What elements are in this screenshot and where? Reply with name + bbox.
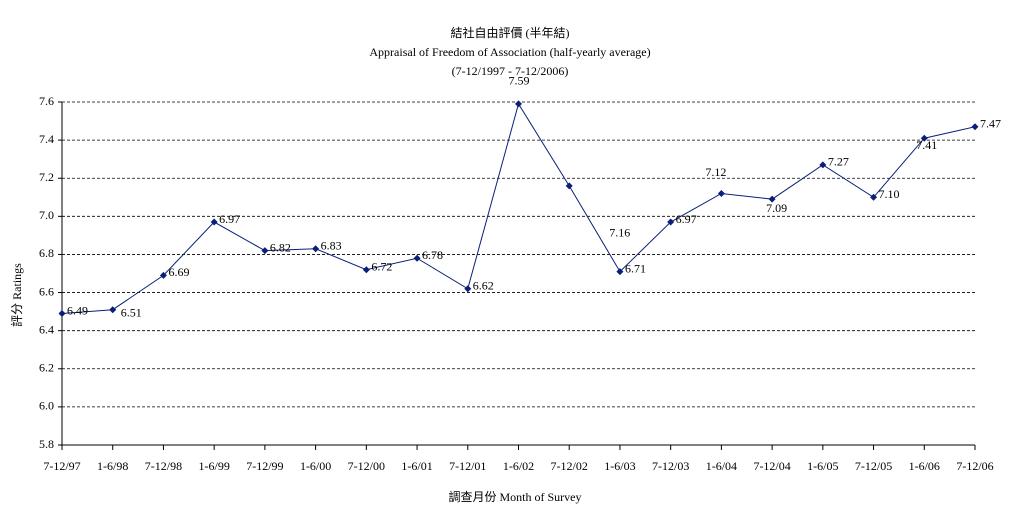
x-tick-label: 1-6/06 (909, 459, 940, 473)
data-point (464, 285, 472, 293)
x-axis-label: 調查月份 Month of Survey (449, 490, 582, 504)
data-label: 6.82 (270, 240, 291, 254)
data-point (109, 306, 117, 314)
data-point (413, 254, 421, 262)
data-point (717, 189, 725, 197)
data-label: 6.97 (676, 212, 697, 226)
x-tick-label: 1-6/00 (300, 459, 331, 473)
data-point (312, 245, 320, 253)
data-point (667, 218, 675, 226)
x-tick-label: 1-6/03 (604, 459, 635, 473)
chart-subtitle: Appraisal of Freedom of Association (hal… (369, 45, 650, 59)
data-label: 7.16 (609, 226, 630, 240)
data-point (920, 134, 928, 142)
data-point (362, 266, 370, 274)
y-tick-label: 7.6 (39, 94, 54, 108)
x-tick-label: 7-12/06 (956, 459, 993, 473)
y-tick-label: 7.0 (39, 208, 54, 222)
y-tick-label: 6.6 (39, 284, 54, 298)
y-tick-label: 6.0 (39, 399, 54, 413)
data-point (819, 161, 827, 169)
x-tick-label: 7-12/05 (855, 459, 892, 473)
line-series (61, 102, 976, 315)
x-tick-label: 7-12/04 (753, 459, 790, 473)
data-label: 6.72 (371, 259, 392, 273)
x-tick-label: 7-12/97 (43, 459, 80, 473)
y-tick-label: 7.2 (39, 170, 54, 184)
data-label: 7.10 (879, 187, 900, 201)
data-label: 6.97 (219, 212, 240, 226)
x-tick-label: 7-12/03 (652, 459, 689, 473)
data-point (768, 195, 776, 203)
x-tick-label: 7-12/99 (246, 459, 283, 473)
y-tick-label: 7.4 (39, 132, 54, 146)
data-point (210, 218, 218, 226)
y-tick-label: 5.8 (39, 437, 54, 451)
data-point (261, 247, 269, 255)
data-label: 7.12 (705, 165, 726, 179)
data-label: 6.83 (321, 238, 342, 252)
data-label: 6.51 (121, 305, 142, 319)
x-tick-label: 1-6/05 (807, 459, 838, 473)
x-tick-label: 7-12/02 (551, 459, 588, 473)
y-tick-label: 6.2 (39, 361, 54, 375)
data-label: 7.09 (766, 201, 787, 215)
y-tick-label: 6.8 (39, 246, 54, 260)
data-label: 6.69 (168, 265, 189, 279)
chart-period: (7-12/1997 - 7-12/2006) (452, 64, 569, 78)
data-label: 7.59 (509, 74, 530, 88)
data-point (870, 193, 878, 201)
data-point (565, 182, 573, 190)
chart-title: 結社自由評價 (半年結) (451, 25, 570, 40)
y-tick-label: 6.4 (39, 322, 54, 336)
data-point (515, 100, 522, 108)
x-tick-label: 1-6/01 (401, 459, 432, 473)
data-label: 7.27 (828, 155, 849, 169)
x-tick-label: 1-6/99 (198, 459, 229, 473)
data-point (58, 310, 66, 318)
x-tick-label: 7-12/01 (449, 459, 486, 473)
data-label: 7.47 (980, 117, 1001, 131)
data-point (159, 271, 167, 279)
y-axis-label: 評分 Ratings (9, 263, 24, 327)
data-label: 6.62 (473, 278, 494, 292)
x-tick-label: 1-6/02 (503, 459, 534, 473)
data-point (616, 268, 624, 276)
data-label: 6.49 (67, 303, 88, 317)
data-label: 6.78 (422, 248, 443, 262)
data-label: 6.71 (625, 261, 646, 275)
data-point (971, 123, 979, 131)
data-label: 7.41 (916, 138, 937, 152)
x-tick-label: 1-6/98 (97, 459, 128, 473)
x-tick-label: 1-6/04 (706, 459, 737, 473)
x-tick-label: 7-12/00 (348, 459, 385, 473)
x-tick-label: 7-12/98 (145, 459, 182, 473)
